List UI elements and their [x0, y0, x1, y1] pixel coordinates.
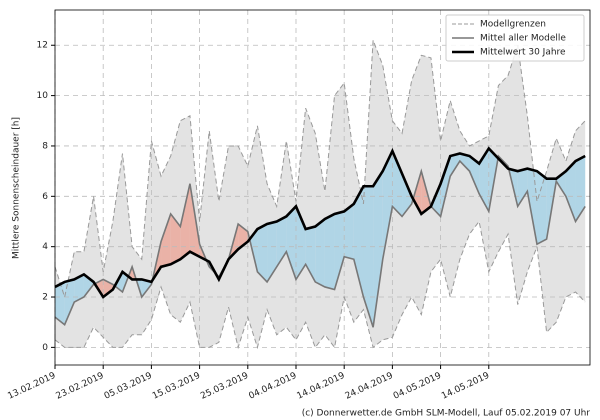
x-tick-label: 25.03.2019 [199, 371, 250, 402]
deviation-fill [55, 281, 65, 325]
y-tick-label: 6 [42, 192, 48, 202]
x-tick-label: 15.03.2019 [151, 371, 202, 402]
x-tick-label: 05.03.2019 [103, 371, 154, 402]
deviation-fill [161, 213, 171, 267]
deviation-fill [382, 150, 393, 260]
model-mean-line [54, 154, 586, 328]
deviation-fill [170, 213, 181, 265]
deviation-fill [257, 224, 268, 282]
deviation-fill [459, 153, 470, 172]
deviation-fill [286, 206, 296, 280]
y-tick-label: 0 [42, 343, 48, 353]
deviation-fill [324, 213, 335, 290]
x-tick-label: 14.04.2019 [296, 371, 347, 402]
deviation-fill [575, 156, 586, 222]
x-tick-label: 04.04.2019 [247, 371, 298, 402]
x-tick-label: 24.04.2019 [344, 371, 395, 402]
deviation-fill [373, 171, 383, 328]
deviation-fill [517, 168, 528, 207]
climate-mean-line [54, 146, 586, 299]
footer: (c) Donnerwetter.de GmbH SLM-Modell, Lau… [302, 409, 591, 419]
deviation-fill [267, 221, 277, 282]
deviation-fill [469, 156, 480, 194]
legend-label: Mittel aller Modelle [480, 34, 566, 44]
deviation-fill [440, 156, 451, 217]
deviation-fill [536, 171, 547, 245]
deviation-fill [450, 153, 460, 177]
deviation-fill [353, 186, 364, 298]
deviation-fill [83, 274, 94, 298]
deviation-fill [413, 171, 422, 214]
deviation-fill [527, 168, 537, 245]
y-tick-label: 2 [42, 293, 48, 303]
deviation-fill [64, 279, 75, 325]
deviation-fill [344, 203, 354, 260]
x-tick-label: 23.02.2019 [55, 371, 106, 402]
y-tick-label: 4 [42, 242, 48, 252]
deviation-fill [565, 161, 576, 222]
deviation-fill [392, 150, 403, 217]
deviation-fill [180, 183, 190, 260]
x-tick-label: 14.05.2019 [440, 371, 491, 402]
deviation-fill [74, 274, 84, 303]
plot-frame [54, 9, 591, 366]
x-tick-label: 04.05.2019 [392, 371, 443, 402]
legend-box [445, 14, 585, 62]
range-band [55, 40, 586, 348]
y-tick-label: 8 [42, 141, 48, 151]
legend-label: Modellgrenzen [480, 20, 546, 30]
y-tick-label: 12 [37, 41, 48, 51]
y-axis-label: Mittlere Sonnenscheindauer [h] [12, 117, 22, 259]
y-tick-label: 10 [37, 91, 49, 101]
range-lower-line [54, 220, 586, 350]
x-tick-label: 13.02.2019 [6, 371, 57, 402]
deviation-fill [315, 218, 325, 287]
deviation-fill [363, 186, 374, 328]
deviation-fill [334, 211, 345, 290]
deviation-fill [479, 148, 489, 212]
range-upper-line [54, 40, 586, 299]
legend-label: Mittelwert 30 Jahre [480, 48, 566, 58]
